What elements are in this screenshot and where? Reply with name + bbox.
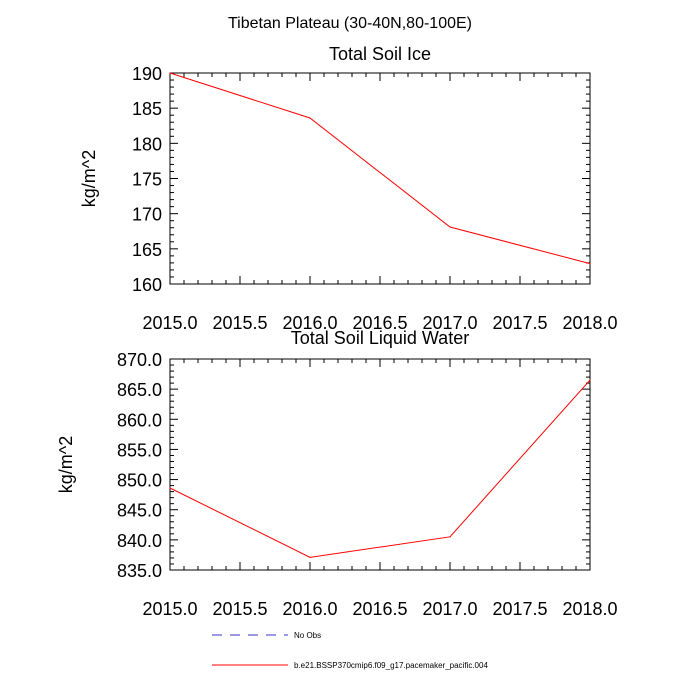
y-axis-label: kg/m^2 (56, 436, 76, 493)
x-tick-label: 2015.0 (142, 313, 197, 333)
chart-title: Total Soil Liquid Water (291, 328, 469, 348)
y-tick-label: 160 (132, 275, 162, 295)
x-tick-label: 2018.0 (562, 599, 617, 619)
y-tick-label: 165 (132, 240, 162, 260)
plot-frame (169, 358, 591, 571)
x-tick-label: 2015.5 (212, 599, 267, 619)
figure-title: Tibetan Plateau (30-40N,80-100E) (228, 15, 472, 32)
y-tick-label: 865.0 (117, 380, 162, 400)
data-point (169, 72, 171, 74)
x-tick-label: 2015.5 (212, 313, 267, 333)
series-line (169, 379, 591, 558)
x-tick-label: 2018.0 (562, 313, 617, 333)
chart-panel-soil-liquid-water: Total Soil Liquid Water kg/m^2 2015.0 2015.… (56, 328, 618, 619)
data-point (449, 536, 451, 538)
y-tick-label: 180 (132, 134, 162, 154)
data-point (169, 487, 171, 489)
y-tick-label: 870.0 (117, 350, 162, 370)
x-tick-label: 2017.5 (492, 599, 547, 619)
legend-label-model: b.e21.BSSP370cmip6.f09_g17.pacemaker_pac… (294, 661, 488, 670)
data-point (589, 263, 591, 265)
y-tick-label: 850.0 (117, 471, 162, 491)
y-tick-label: 860.0 (117, 410, 162, 430)
series-line (169, 72, 591, 265)
legend: No Obs b.e21.BSSP370cmip6.f09_g17.pacema… (212, 631, 488, 670)
x-tick-label: 2016.0 (282, 313, 337, 333)
x-tick-label: 2015.0 (142, 599, 197, 619)
y-tick-label: 840.0 (117, 531, 162, 551)
y-tick-label: 835.0 (117, 561, 162, 581)
y-tick-label: 190 (132, 64, 162, 84)
x-tick-label: 2017.0 (422, 313, 477, 333)
data-point (449, 226, 451, 228)
y-tick-label: 170 (132, 205, 162, 225)
data-point (309, 117, 311, 119)
y-tick-label: 845.0 (117, 501, 162, 521)
y-tick-label: 855.0 (117, 440, 162, 460)
data-point (309, 556, 311, 558)
y-tick-label: 185 (132, 99, 162, 119)
y-tick-label: 175 (132, 170, 162, 190)
x-tick-label: 2016.5 (352, 313, 407, 333)
x-tick-label: 2017.5 (492, 313, 547, 333)
x-tick-label: 2016.0 (282, 599, 337, 619)
x-tick-label: 2017.0 (422, 599, 477, 619)
y-axis-label: kg/m^2 (79, 150, 99, 207)
x-tick-label: 2016.5 (352, 599, 407, 619)
chart-title: Total Soil Ice (329, 44, 431, 64)
chart-panel-soil-ice: Total Soil Ice kg/m^2 2015.0 2015.5 2016.0 20… (79, 44, 618, 333)
legend-label-no-obs: No Obs (294, 631, 321, 640)
data-point (589, 379, 591, 381)
plot-frame (169, 72, 591, 285)
